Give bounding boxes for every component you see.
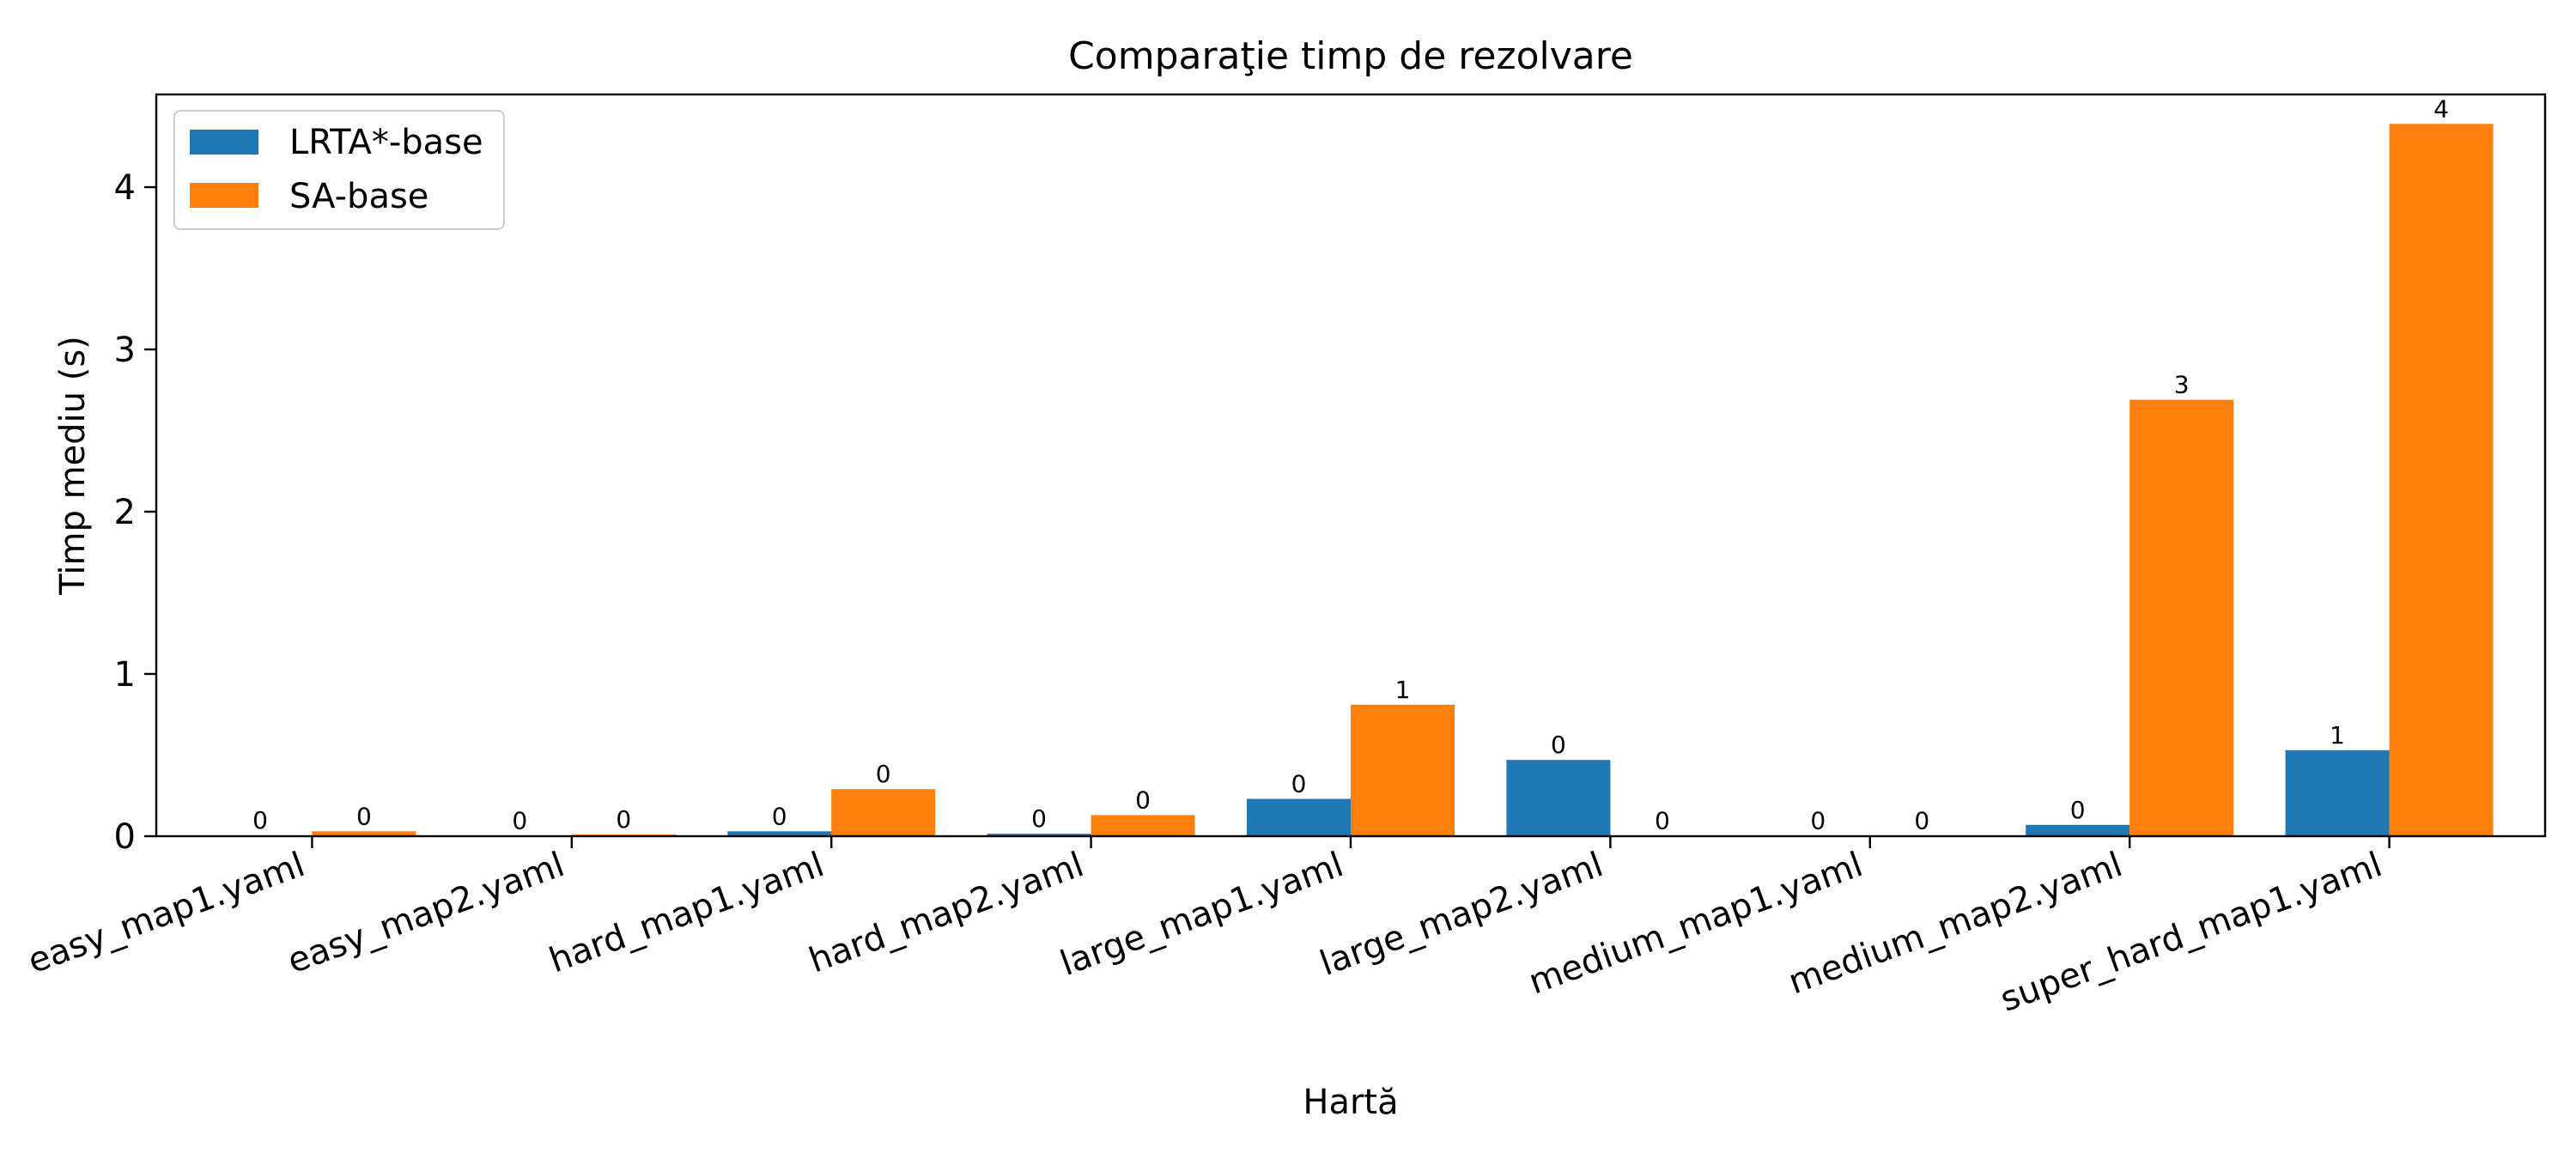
y-axis: 0 1 2 3 4 <box>114 168 156 857</box>
bar-value-label: 1 <box>1395 676 1411 704</box>
legend-swatch-sa <box>190 183 258 208</box>
x-tick-label: large_map1.yaml <box>1055 845 1348 984</box>
y-tick-label: 1 <box>114 655 136 695</box>
bar-value-label: 3 <box>2174 371 2190 399</box>
bar-lrta-8 <box>2285 749 2390 836</box>
bar-sa-8 <box>2389 124 2494 837</box>
x-axis: easy_map1.yamleasy_map2.yamlhard_map1.ya… <box>23 836 2391 1020</box>
bar-lrta-4 <box>1247 798 1351 836</box>
bar-sa-4 <box>1351 704 1455 836</box>
y-tick-label: 2 <box>114 493 136 532</box>
bar-labels-layer: 0 0 0 0 0 0 0 0 1 0 0 0 0 1 0 0 3 4 <box>252 94 2449 834</box>
bar-value-label: 0 <box>1914 806 1929 834</box>
bar-value-label: 4 <box>2433 94 2449 123</box>
bars-layer <box>208 124 2494 837</box>
legend-label-sa: SA-base <box>289 177 428 216</box>
bar-value-label: 0 <box>616 805 631 834</box>
bar-value-label: 0 <box>1031 804 1047 833</box>
bar-lrta-3 <box>987 834 1091 836</box>
bar-sa-0 <box>312 831 416 836</box>
y-axis-label: Timp mediu (s) <box>53 336 93 596</box>
bar-value-label: 1 <box>2330 721 2345 749</box>
x-axis-label: Hartă <box>1303 1083 1398 1122</box>
plot-frame <box>155 93 2547 838</box>
bar-lrta-7 <box>2026 824 2130 836</box>
legend-label-lrta: LRTA*-base <box>289 123 483 162</box>
y-tick-label: 0 <box>114 817 136 857</box>
chart-title: Comparaţie timp de rezolvare <box>1068 34 1633 78</box>
bar-value-label: 0 <box>1291 770 1307 798</box>
bar-value-label: 0 <box>1810 806 1826 834</box>
x-tick-label: easy_map2.yaml <box>283 845 569 981</box>
y-tick-label: 4 <box>114 168 136 208</box>
bar-value-label: 0 <box>356 802 372 830</box>
bar-sa-2 <box>831 789 936 836</box>
bar-lrta-5 <box>1506 760 1611 836</box>
bar-sa-3 <box>1091 815 1195 836</box>
x-tick-label: hard_map2.yaml <box>804 845 1089 980</box>
bar-value-label: 0 <box>876 760 891 788</box>
bar-value-label: 0 <box>252 806 268 834</box>
x-tick-label: hard_map1.yaml <box>544 845 829 980</box>
bar-value-label: 0 <box>1655 806 1670 834</box>
bar-value-label: 0 <box>2070 796 2086 824</box>
y-tick-label: 3 <box>114 331 136 370</box>
legend: LRTA*-base SA-base <box>173 110 505 230</box>
legend-swatch-lrta <box>190 130 258 155</box>
bar-value-label: 0 <box>512 806 527 834</box>
bar-value-label: 0 <box>1135 786 1151 814</box>
bar-value-label: 0 <box>772 802 787 830</box>
bar-sa-7 <box>2129 399 2234 836</box>
bar-lrta-2 <box>727 831 832 836</box>
bar-value-label: 0 <box>1551 731 1566 759</box>
x-tick-label: easy_map1.yaml <box>23 845 310 981</box>
